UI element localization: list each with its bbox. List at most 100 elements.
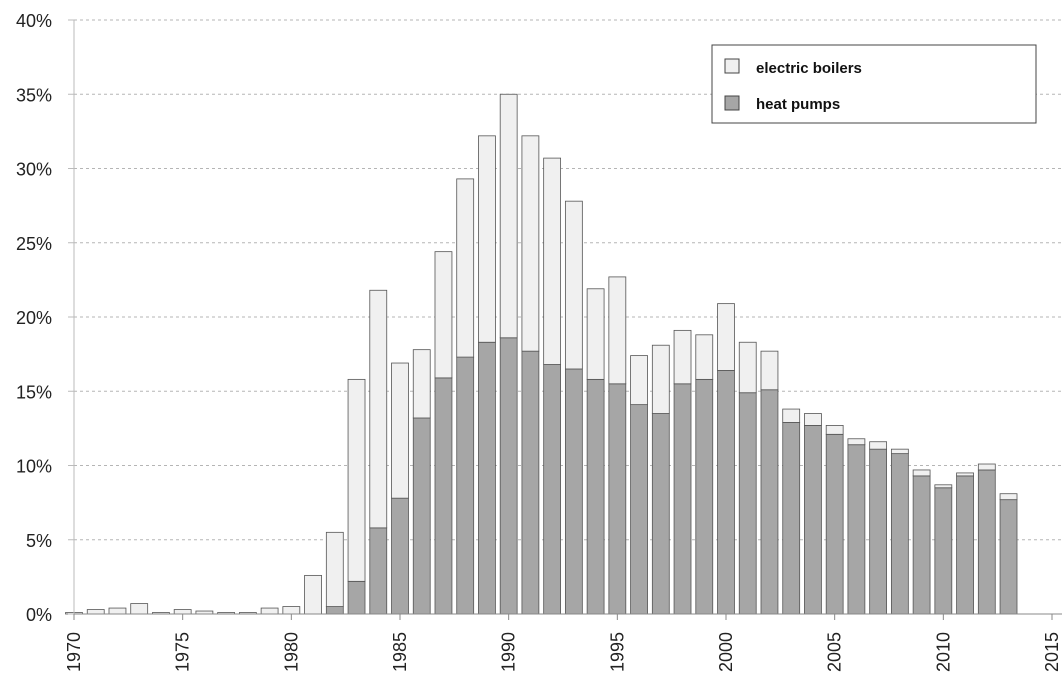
y-tick-label: 0% xyxy=(26,605,52,625)
bar-heat-pumps xyxy=(825,433,844,615)
bar-heat-pumps xyxy=(977,469,996,615)
bar-heat-pumps xyxy=(912,475,931,615)
bar-electric-boilers xyxy=(738,341,757,394)
y-tick-label: 40% xyxy=(16,11,52,31)
bar-heat-pumps xyxy=(651,413,670,615)
bar-heat-pumps xyxy=(934,487,953,615)
y-tick-label: 15% xyxy=(16,382,52,402)
y-tick-label: 5% xyxy=(26,531,52,551)
bar-electric-boilers xyxy=(760,350,779,391)
bar-electric-boilers xyxy=(695,334,714,380)
bar-electric-boilers xyxy=(934,484,953,489)
bar-electric-boilers xyxy=(673,329,692,385)
bar-heat-pumps xyxy=(369,527,388,615)
bar-heat-pumps xyxy=(325,606,344,615)
bar-electric-boilers xyxy=(260,607,279,615)
bar-electric-boilers xyxy=(999,493,1018,501)
bar-electric-boilers xyxy=(847,438,866,446)
legend: electric boilers heat pumps xyxy=(711,44,1037,124)
bar-heat-pumps xyxy=(543,364,562,615)
y-tick-label: 35% xyxy=(16,85,52,105)
bar-heat-pumps xyxy=(999,499,1018,615)
bar-heat-pumps xyxy=(847,444,866,615)
bar-electric-boilers xyxy=(86,609,105,615)
bar-heat-pumps xyxy=(586,378,605,615)
x-tick-label: 1990 xyxy=(499,632,519,672)
legend-swatch-heat-pumps xyxy=(724,95,740,111)
bar-electric-boilers xyxy=(499,93,518,339)
bar-heat-pumps xyxy=(434,377,453,615)
y-tick-labels: 0% 5% 10% 15% 20% 25% 30% 35% 40% xyxy=(16,11,74,625)
bar-heat-pumps xyxy=(630,404,648,615)
bar-electric-boilers xyxy=(108,607,127,615)
bar-heat-pumps xyxy=(456,356,475,615)
bar-electric-boilers xyxy=(890,448,909,455)
legend-label-heat-pumps: heat pumps xyxy=(756,96,840,113)
x-tick-label: 2005 xyxy=(825,632,845,672)
x-tick-label: 2015 xyxy=(1042,632,1062,672)
bars xyxy=(65,93,1018,615)
bar-heat-pumps xyxy=(391,497,409,615)
bar-electric-boilers xyxy=(412,349,431,419)
bar-heat-pumps xyxy=(804,425,822,615)
bar-heat-pumps xyxy=(760,389,779,615)
bar-electric-boilers xyxy=(630,355,648,406)
bar-electric-boilers xyxy=(782,408,801,423)
y-tick-label: 30% xyxy=(16,160,52,180)
bar-electric-boilers xyxy=(586,288,605,380)
x-tick-label: 1995 xyxy=(607,632,627,672)
bar-electric-boilers xyxy=(608,276,627,385)
y-tick-label: 20% xyxy=(16,308,52,328)
x-tick-label: 2000 xyxy=(716,632,736,672)
bar-electric-boilers xyxy=(347,378,366,582)
bar-heat-pumps xyxy=(782,422,801,615)
bar-electric-boilers xyxy=(956,472,974,477)
bar-electric-boilers xyxy=(717,303,735,371)
bar-heat-pumps xyxy=(717,370,735,615)
bar-heat-pumps xyxy=(869,448,888,615)
bar-heat-pumps xyxy=(564,368,583,615)
bar-heat-pumps xyxy=(478,341,496,615)
bar-electric-boilers xyxy=(456,178,475,358)
bar-electric-boilers xyxy=(478,135,496,343)
bar-electric-boilers xyxy=(369,289,388,529)
x-tick-label: 2010 xyxy=(933,632,953,672)
y-tick-label: 10% xyxy=(16,457,52,477)
legend-swatch-electric-boilers xyxy=(724,58,740,74)
bar-electric-boilers xyxy=(282,606,301,615)
bar-electric-boilers xyxy=(325,531,344,607)
x-tick-label: 1980 xyxy=(281,632,301,672)
x-tick-label: 1975 xyxy=(173,632,193,672)
bar-heat-pumps xyxy=(673,383,692,615)
bar-heat-pumps xyxy=(499,337,518,615)
legend-box xyxy=(711,44,1037,124)
bar-electric-boilers xyxy=(304,574,322,615)
bar-electric-boilers xyxy=(543,157,562,365)
x-tick-label: 1985 xyxy=(390,632,410,672)
bar-electric-boilers xyxy=(521,135,540,352)
bar-electric-boilers xyxy=(977,463,996,471)
x-tick-label: 1970 xyxy=(64,632,84,672)
bar-heat-pumps xyxy=(347,580,366,615)
bar-heat-pumps xyxy=(521,350,540,615)
x-tick-labels: 1970 1975 1980 1985 1990 1995 2000 2005 2010 2015 xyxy=(64,614,1062,672)
bar-electric-boilers xyxy=(564,200,583,370)
bar-electric-boilers xyxy=(804,413,822,426)
legend-label-electric-boilers: electric boilers xyxy=(756,60,862,77)
bar-heat-pumps xyxy=(608,383,627,615)
bar-heat-pumps xyxy=(412,417,431,615)
bar-electric-boilers xyxy=(912,469,931,477)
bar-heat-pumps xyxy=(695,378,714,615)
bar-electric-boilers xyxy=(434,251,453,379)
bar-electric-boilers xyxy=(391,362,409,499)
y-tick-label: 25% xyxy=(16,234,52,254)
bar-electric-boilers xyxy=(869,441,888,450)
bar-electric-boilers xyxy=(130,603,149,615)
bar-heat-pumps xyxy=(738,392,757,615)
bar-electric-boilers xyxy=(825,425,844,435)
bar-heat-pumps xyxy=(890,453,909,615)
bar-electric-boilers xyxy=(651,344,670,414)
bar-electric-boilers xyxy=(173,609,192,615)
bar-heat-pumps xyxy=(956,475,974,615)
